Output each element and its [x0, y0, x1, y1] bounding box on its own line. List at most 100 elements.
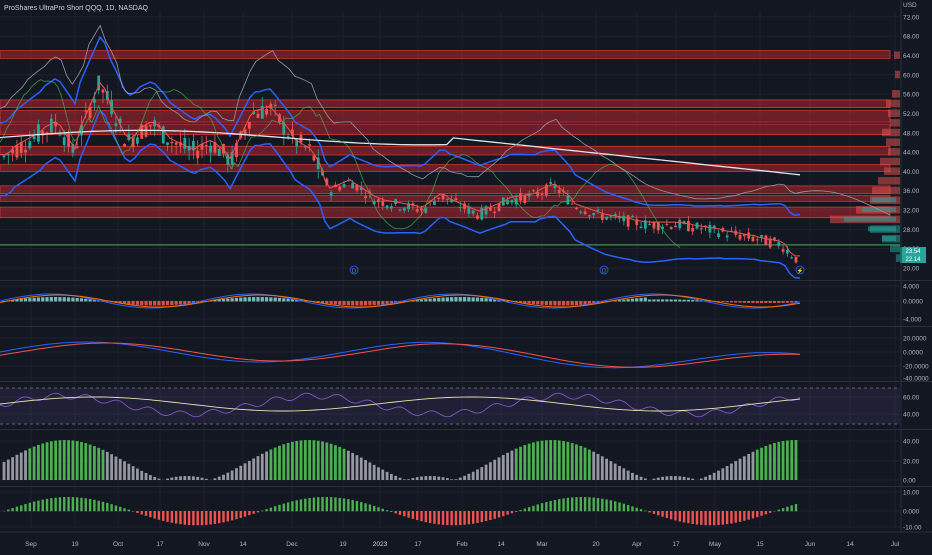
momentum-bar: [158, 511, 160, 520]
momentum-bar: [545, 502, 547, 511]
momentum-bar: [584, 497, 586, 511]
volume-oscillator-bar: [205, 479, 208, 480]
candle-body: [558, 190, 561, 193]
volume-oscillator-bar: [558, 440, 561, 480]
volume-oscillator-bar: [119, 459, 122, 480]
volume-oscillator-bar: [274, 448, 277, 480]
volume-profile-bar: [890, 245, 900, 253]
candle-body: [687, 221, 690, 231]
volume-oscillator-bar: [175, 477, 178, 480]
momentum-bar: [171, 511, 173, 523]
macd-histogram-bar: [274, 298, 277, 302]
candle-body: [571, 204, 574, 205]
volume-oscillator-bar: [730, 464, 733, 480]
volume-oscillator-bar: [790, 440, 793, 480]
momentum-bar: [166, 511, 168, 522]
macd-histogram-bar: [278, 298, 281, 302]
volume-profile-bar: [880, 158, 900, 166]
macd-histogram-bar: [355, 301, 358, 305]
momentum-bar: [605, 499, 607, 511]
momentum-bar: [442, 511, 444, 525]
macd-histogram-bar: [144, 301, 147, 305]
volume-oscillator-bar: [399, 478, 402, 480]
volume-oscillator-bar: [136, 469, 139, 480]
candle-body: [790, 257, 793, 258]
candle-body: [786, 250, 789, 254]
momentum-bar: [468, 511, 470, 524]
indicator-panes: [0, 281, 932, 526]
momentum-bar: [704, 511, 706, 525]
macd-histogram-bar: [454, 297, 457, 301]
macd-histogram-bar: [476, 298, 479, 302]
momentum-bar: [735, 511, 737, 523]
candle-body: [257, 114, 260, 118]
macd-histogram-bar: [751, 301, 754, 303]
macd-histogram-bar: [351, 301, 354, 305]
macd-histogram-bar: [695, 300, 698, 301]
candle-body: [166, 142, 169, 145]
macd-histogram-bar: [127, 301, 130, 304]
macd-histogram-bar: [682, 300, 685, 302]
momentum-bar: [463, 511, 465, 525]
volume-oscillator-bar: [330, 444, 333, 480]
macd-histogram-bar: [622, 300, 625, 302]
volume-profile-bar: [884, 167, 900, 175]
candle-body: [605, 217, 608, 220]
volume-oscillator-bar: [756, 450, 759, 480]
volume-oscillator-bar: [192, 476, 195, 480]
volume-oscillator-bar: [412, 478, 415, 480]
macd-histogram-bar: [76, 298, 79, 302]
candle-body: [218, 149, 221, 156]
volume-oscillator-bar: [566, 442, 569, 480]
resistance-zone: [0, 124, 890, 135]
macd-histogram-bar: [773, 301, 776, 303]
candle-body: [196, 151, 199, 159]
event-marker-label: D: [352, 269, 356, 275]
macd-histogram-bar: [463, 297, 466, 301]
volume-oscillator-bar: [218, 477, 221, 480]
x-tick-label: Jul: [891, 541, 900, 548]
candle-body: [76, 147, 79, 148]
candle-body: [115, 123, 118, 126]
volume-oscillator-bar: [248, 461, 251, 480]
momentum-bar: [386, 510, 388, 511]
momentum-bar: [394, 511, 396, 513]
volume-oscillator-bar: [519, 447, 522, 480]
volume-profile-value-area: [868, 226, 896, 231]
pane-tick-label: -20.0000: [903, 364, 929, 371]
candle-body: [588, 215, 591, 216]
momentum-bar: [726, 511, 728, 524]
volume-oscillator-bar: [394, 476, 397, 480]
macd-histogram-bar: [670, 299, 673, 301]
candle-body: [265, 109, 268, 114]
macd-histogram-bar: [571, 301, 574, 305]
candle-body: [597, 210, 600, 211]
momentum-bar: [326, 497, 328, 511]
candle-body: [205, 145, 208, 146]
x-tick-label: Mar: [536, 541, 548, 548]
volume-oscillator-bar: [610, 461, 613, 480]
candle-body: [93, 99, 96, 103]
macd-histogram-bar: [157, 301, 160, 305]
macd-histogram-bar: [579, 301, 582, 305]
price-tick-label: 68.00: [903, 34, 920, 41]
volume-oscillator-bar: [476, 469, 479, 480]
candle-body: [248, 122, 251, 128]
candle-body: [592, 213, 595, 215]
volume-oscillator-bar: [795, 440, 798, 480]
momentum-bar: [476, 511, 478, 523]
volume-oscillator-bar: [511, 451, 514, 480]
currency-label: USD: [903, 2, 917, 9]
momentum-bar: [390, 511, 392, 512]
volume-oscillator-bar: [786, 440, 789, 480]
momentum-bar: [399, 511, 401, 515]
macd-histogram-bar: [226, 299, 229, 302]
momentum-bar: [179, 511, 181, 524]
volume-oscillator-bar: [351, 453, 354, 480]
candle-body: [773, 237, 776, 239]
macd-histogram-bar: [381, 301, 384, 304]
x-tick-label: Apr: [632, 541, 643, 548]
candle-body: [330, 192, 333, 195]
